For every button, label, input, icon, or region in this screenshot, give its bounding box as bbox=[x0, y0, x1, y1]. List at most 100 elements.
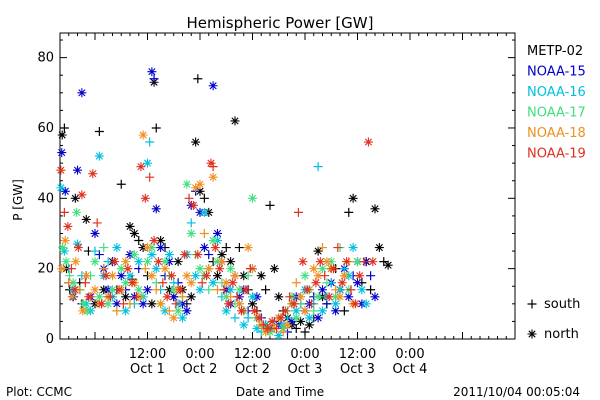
data-point-south bbox=[291, 278, 301, 288]
data-point-north bbox=[221, 306, 231, 316]
data-point-north bbox=[108, 271, 117, 281]
data-point-south bbox=[243, 271, 253, 281]
data-point-north bbox=[193, 250, 203, 260]
data-point-north bbox=[213, 228, 222, 238]
data-point-north bbox=[274, 292, 284, 302]
data-point-north bbox=[342, 257, 352, 267]
x-tick-date-label: Oct 3 bbox=[288, 362, 323, 377]
data-point-south bbox=[307, 299, 317, 309]
data-point-south bbox=[105, 292, 115, 302]
data-point-south bbox=[132, 292, 142, 302]
marker-legend-label: south bbox=[544, 297, 580, 312]
data-point-north bbox=[84, 292, 94, 302]
data-point-north bbox=[217, 250, 227, 260]
legend-entry: NOAA-18 bbox=[527, 126, 586, 141]
data-point-south bbox=[293, 207, 303, 217]
data-point-north bbox=[302, 285, 312, 295]
data-point-south bbox=[230, 313, 240, 323]
data-point-north bbox=[291, 306, 301, 316]
data-point-north bbox=[383, 260, 393, 270]
data-point-south bbox=[309, 306, 319, 316]
data-point-south bbox=[151, 285, 161, 295]
chart-title: Hemispheric Power [GW] bbox=[187, 14, 374, 32]
data-point-north bbox=[291, 313, 301, 323]
data-point-south bbox=[66, 264, 76, 274]
data-point-north bbox=[331, 306, 341, 316]
data-point-north bbox=[121, 306, 131, 316]
data-point-north bbox=[269, 264, 279, 274]
data-point-north bbox=[274, 330, 284, 340]
data-point-north bbox=[241, 285, 251, 295]
data-point-north bbox=[108, 285, 117, 295]
data-point-north bbox=[199, 207, 209, 217]
data-point-south bbox=[204, 285, 214, 295]
data-point-north bbox=[363, 137, 373, 147]
legend-entry: METP-02 bbox=[527, 44, 583, 59]
data-point-south bbox=[186, 218, 196, 228]
series-noaa-17 bbox=[58, 179, 362, 337]
data-point-north bbox=[309, 264, 319, 274]
data-point-south bbox=[344, 207, 354, 217]
data-point-north bbox=[313, 246, 323, 256]
data-point-south bbox=[204, 250, 214, 260]
data-point-north bbox=[60, 236, 70, 246]
data-point-north bbox=[300, 306, 310, 316]
data-point-south bbox=[118, 299, 128, 309]
data-point-south bbox=[64, 278, 74, 288]
data-point-north bbox=[195, 179, 205, 189]
data-point-north bbox=[56, 183, 66, 193]
data-point-north bbox=[191, 183, 201, 193]
data-point-north bbox=[226, 285, 236, 295]
data-point-north bbox=[213, 271, 222, 281]
data-point-north bbox=[280, 306, 290, 316]
data-point-north bbox=[72, 207, 82, 217]
data-point-north bbox=[110, 257, 120, 267]
x-tick-time-label: 0:00 bbox=[395, 347, 424, 362]
data-point-north bbox=[296, 292, 306, 302]
data-point-north bbox=[169, 292, 179, 302]
data-point-north bbox=[339, 271, 349, 281]
data-point-north bbox=[78, 306, 88, 316]
data-point-north bbox=[160, 257, 170, 267]
data-point-south bbox=[339, 306, 349, 316]
data-point-south bbox=[285, 292, 295, 302]
data-point-north bbox=[90, 285, 100, 295]
data-point-north bbox=[73, 239, 82, 249]
data-point-north bbox=[374, 243, 384, 253]
data-point-north bbox=[313, 271, 323, 281]
data-point-north bbox=[112, 299, 122, 309]
data-point-north bbox=[195, 264, 205, 274]
data-point-north bbox=[283, 320, 292, 330]
data-point-north bbox=[123, 264, 133, 274]
data-point-north bbox=[169, 313, 179, 323]
data-point-north bbox=[63, 221, 73, 231]
data-point-north bbox=[217, 257, 227, 267]
data-point-south bbox=[300, 327, 310, 337]
data-point-north bbox=[318, 285, 327, 295]
data-point-south bbox=[320, 271, 330, 281]
x-tick-date-label: Oct 4 bbox=[393, 362, 428, 377]
data-point-north bbox=[304, 313, 314, 323]
data-point-north bbox=[344, 292, 354, 302]
data-point-south bbox=[158, 278, 168, 288]
data-point-north bbox=[178, 313, 187, 323]
data-point-south bbox=[359, 257, 369, 267]
data-point-south bbox=[99, 243, 109, 253]
data-point-south bbox=[99, 264, 109, 274]
y-axis-label: P [GW] bbox=[11, 179, 25, 221]
data-point-north bbox=[353, 257, 362, 267]
data-point-north bbox=[71, 257, 81, 267]
data-point-north bbox=[239, 320, 249, 330]
data-point-north bbox=[149, 236, 159, 246]
data-point-north bbox=[125, 221, 135, 231]
data-point-south bbox=[366, 271, 376, 281]
data-point-north bbox=[70, 285, 80, 295]
x-tick-time-label: 0:00 bbox=[290, 347, 319, 362]
data-point-south bbox=[278, 327, 288, 337]
legend: METP-02 NOAA-15 NOAA-16 NOAA-17 NOAA-18 NOAA-… bbox=[527, 44, 586, 342]
data-point-north bbox=[164, 250, 174, 260]
data-point-north bbox=[202, 271, 212, 281]
data-point-north bbox=[230, 271, 240, 281]
south-marker-icon bbox=[527, 299, 537, 309]
data-point-north bbox=[97, 299, 107, 309]
